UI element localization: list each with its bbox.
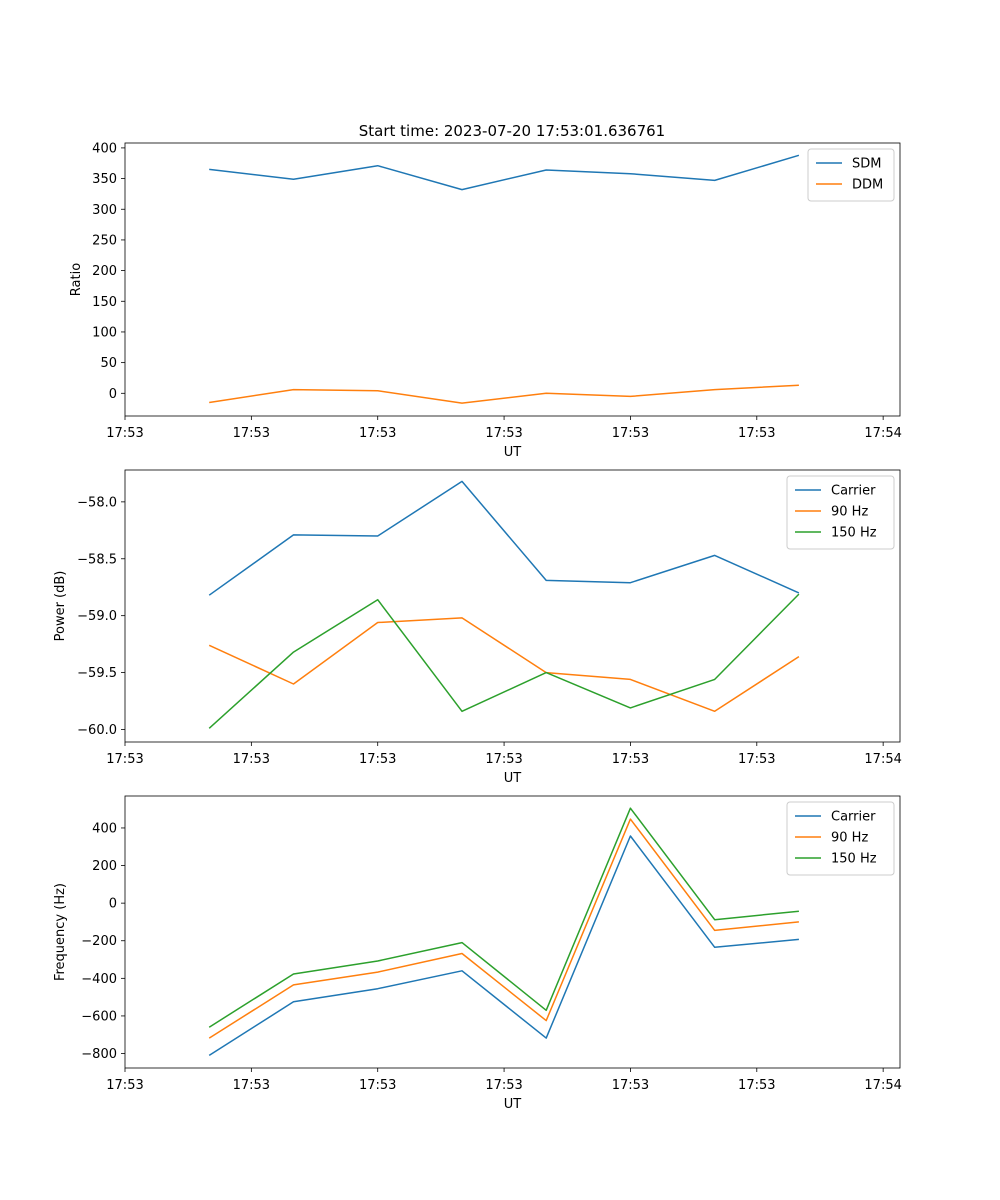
ratio-y-tick-label: 250 [92, 233, 117, 248]
ratio-x-tick-label: 17:53 [738, 426, 775, 441]
frequency-y-axis-label: Frequency (Hz) [53, 883, 68, 981]
ratio-x-tick-label: 17:53 [359, 426, 396, 441]
frequency-legend-label: 90 Hz [831, 831, 868, 846]
frequency-series-150-hz [208, 807, 799, 1028]
power-x-tick-label: 17:53 [612, 752, 649, 767]
power-series-carrier [208, 480, 800, 596]
frequency-y-tick-label: −400 [81, 972, 117, 987]
ratio-y-tick-label: 150 [92, 295, 117, 310]
ratio-legend-label: SDM [852, 157, 881, 172]
frequency-y-tick-label: 0 [109, 897, 117, 912]
power-legend-label: 150 Hz [831, 526, 877, 541]
ratio-legend-box [807, 148, 895, 202]
frequency-series-carrier [208, 835, 799, 1057]
power-y-tick-label: −59.0 [77, 609, 117, 624]
power-x-tick-label: 17:53 [106, 752, 143, 767]
power-legend-label: Carrier [831, 484, 876, 499]
frequency-legend-box [786, 801, 895, 876]
power-series-90-hz [208, 617, 800, 713]
power-y-tick-label: −59.5 [77, 666, 117, 681]
frequency-y-tick-label: −600 [81, 1009, 117, 1024]
figure-title: Start time: 2023-07-20 17:53:01.636761 [359, 122, 665, 140]
ratio-y-tick-label: 350 [92, 172, 117, 187]
ratio-legend: SDM DDM [807, 148, 895, 202]
ratio-x-axis-label: UT [504, 445, 522, 460]
ratio-y-tick-label: 100 [92, 325, 117, 340]
power-x-axis-label: UT [504, 771, 522, 786]
frequency-y-tick-label: 400 [92, 821, 117, 836]
frequency-x-tick-label: 17:53 [359, 1078, 396, 1093]
frequency-axes-frame [124, 795, 901, 1069]
power-x-tick-label: 17:53 [359, 752, 396, 767]
ratio-y-tick-label: 50 [100, 356, 117, 371]
ratio-y-tick-label: 400 [92, 141, 117, 156]
power-legend: Carrier 90 Hz 150 Hz [786, 475, 895, 550]
power-subplot: 17:53 17:53 17:53 17:53 17:53 17:53 17:54 −60.0… [53, 469, 902, 786]
ratio-x-tick-label: 17:53 [485, 426, 522, 441]
power-y-tick-label: −58.5 [77, 552, 117, 567]
frequency-subplot: 17:53 17:53 17:53 17:53 17:53 17:53 17:54 −800 −… [53, 795, 902, 1112]
frequency-legend-label: Carrier [831, 810, 876, 825]
power-y-tick-label: −60.0 [77, 723, 117, 738]
ratio-subplot: 17:53 17:53 17:53 17:53 17:53 17:53 17:54 0 50 10… [69, 141, 902, 460]
power-x-tick-label: 17:53 [233, 752, 270, 767]
frequency-x-axis-label: UT [504, 1097, 522, 1112]
ratio-x-tick-label: 17:53 [233, 426, 270, 441]
frequency-x-tick-label: 17:53 [485, 1078, 522, 1093]
frequency-y-tick-label: −800 [81, 1047, 117, 1062]
ratio-y-tick-label: 300 [92, 203, 117, 218]
power-series-150-hz [208, 593, 800, 729]
frequency-legend: Carrier 90 Hz 150 Hz [786, 801, 895, 876]
frequency-y-tick-label: 200 [92, 859, 117, 874]
power-legend-label: 90 Hz [831, 505, 868, 520]
frequency-series-90-hz [208, 818, 799, 1039]
frequency-x-tick-label: 17:53 [612, 1078, 649, 1093]
ratio-y-tick-label: 200 [92, 264, 117, 279]
ratio-x-tick-label: 17:54 [864, 426, 901, 441]
frequency-x-tick-label: 17:53 [233, 1078, 270, 1093]
ratio-x-tick-label: 17:53 [612, 426, 649, 441]
ratio-axes-frame [124, 142, 901, 417]
ratio-y-tick-label: 0 [109, 387, 117, 402]
ratio-series-ddm [209, 384, 799, 404]
frequency-legend-label: 150 Hz [831, 852, 877, 867]
ratio-x-tick-label: 17:53 [106, 426, 143, 441]
frequency-x-tick-label: 17:54 [864, 1078, 901, 1093]
frequency-x-tick-label: 17:53 [106, 1078, 143, 1093]
power-axes-frame [124, 469, 901, 743]
power-x-tick-label: 17:54 [864, 752, 901, 767]
power-y-tick-label: −58.0 [77, 495, 117, 510]
ratio-series-sdm [209, 154, 800, 191]
power-x-tick-label: 17:53 [485, 752, 522, 767]
frequency-x-tick-label: 17:53 [738, 1078, 775, 1093]
ratio-y-axis-label: Ratio [69, 263, 84, 296]
power-legend-box [786, 475, 895, 550]
ratio-legend-label: DDM [852, 178, 883, 193]
power-x-tick-label: 17:53 [738, 752, 775, 767]
frequency-y-tick-label: −200 [81, 934, 117, 949]
power-y-axis-label: Power (dB) [53, 571, 68, 642]
